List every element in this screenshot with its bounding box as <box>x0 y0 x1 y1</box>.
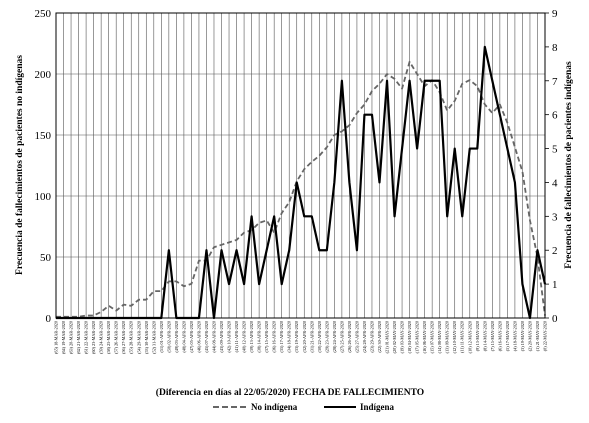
x-tick-label: (34) 18-APR-2020 <box>287 321 292 353</box>
x-tick-label: (27) 25-APR-2020 <box>339 321 344 353</box>
x-tick-label: (43) 09-APR-2020 <box>219 321 224 353</box>
x-tick-label: (18) 04-MAY-2020 <box>407 321 412 353</box>
x-tick-label: (20) 02-MAY-2020 <box>392 321 397 353</box>
y-left-tick-label: 150 <box>35 130 52 142</box>
x-tick-label: (24) 28-APR-2020 <box>362 321 367 353</box>
legend-label-no-indigena: No indígena <box>251 402 298 412</box>
x-tick-label: (0) 22-MAY-2020 <box>543 321 548 351</box>
x-tick-label: (17) 05-MAY-2020 <box>415 321 420 353</box>
y-axis-left-title: Frecuencia de fallecimientos de paciente… <box>15 55 25 275</box>
y-left-tick-label: 50 <box>40 252 52 264</box>
x-tick-label: (5) 17-MAY-2020 <box>505 321 510 351</box>
x-tick-label: (52) 31-MAR-2020 <box>151 321 156 354</box>
x-tick-label: (61) 22-MAR-2020 <box>84 321 89 354</box>
x-tick-label: (63) 20-MAR-2020 <box>69 321 74 354</box>
y-axis-right-ticks: 0 1 2 3 4 5 6 7 8 9 <box>545 8 558 325</box>
x-tick-label: (51) 01-APR-2020 <box>159 321 164 353</box>
x-tick-label: (60) 23-MAR-2020 <box>91 321 96 354</box>
x-tick-label: (31) 21-APR-2020 <box>309 321 314 353</box>
x-tick-label: (48) 04-APR-2020 <box>181 321 186 353</box>
x-tick-label: (64) 19-MAR-2020 <box>61 321 66 354</box>
x-tick-label: (58) 25-MAR-2020 <box>106 321 111 354</box>
x-tick-label: (45) 07-APR-2020 <box>204 321 209 353</box>
y-right-tick-label: 8 <box>552 42 558 54</box>
x-tick-label: (10) 12-MAY-2020 <box>467 321 472 353</box>
x-tick-label: (19) 03-MAY-2020 <box>400 321 405 353</box>
x-tick-label: (38) 14-APR-2020 <box>257 321 262 353</box>
x-tick-label: (12) 10-MAY-2020 <box>452 321 457 353</box>
x-tick-label: (46) 06-APR-2020 <box>196 321 201 353</box>
x-tick-label: (36) 16-APR-2020 <box>272 321 277 353</box>
x-tick-label: (56) 27-MAR-2020 <box>121 321 126 354</box>
x-tick-label: (14) 08-MAY-2020 <box>437 321 442 353</box>
y-right-tick-label: 1 <box>552 279 558 291</box>
y-left-tick-label: 100 <box>35 191 52 203</box>
x-tick-label: (16) 06-MAY-2020 <box>422 321 427 353</box>
x-tick-label: (42) 10-APR-2020 <box>227 321 232 353</box>
x-tick-label: (49) 03-APR-2020 <box>174 321 179 353</box>
x-tick-label: (29) 23-APR-2020 <box>324 321 329 353</box>
x-tick-label: (37) 15-APR-2020 <box>264 321 269 353</box>
x-tick-label: (25) 27-APR-2020 <box>354 321 359 353</box>
x-tick-label: (55) 28-MAR-2020 <box>129 321 134 354</box>
y-right-tick-label: 3 <box>552 211 558 223</box>
x-tick-label: (7) 15-MAY-2020 <box>490 321 495 351</box>
x-axis-ticks: (65) 18-MAR-2020 (64) 19-MAR-2020 (63) 20-… <box>54 321 548 354</box>
y-axis-left-ticks: 0 50 100 150 200 250 <box>35 8 52 325</box>
y-left-tick-label: 250 <box>35 8 52 20</box>
y-right-tick-label: 5 <box>552 144 558 156</box>
x-tick-label: (59) 24-MAR-2020 <box>99 321 104 354</box>
x-tick-label: (28) 24-APR-2020 <box>332 321 337 353</box>
x-tick-label: (33) 19-APR-2020 <box>294 321 299 353</box>
x-tick-label: (22) 30-APR-2020 <box>377 321 382 353</box>
x-tick-label: (15) 07-MAY-2020 <box>430 321 435 353</box>
y-right-tick-label: 4 <box>552 177 558 189</box>
y-left-tick-label: 0 <box>46 313 52 325</box>
x-axis-title: (Diferencia en días al 22/05/2020) FECHA… <box>156 387 424 398</box>
x-tick-label: (3) 19-MAY-2020 <box>520 321 525 351</box>
y-right-tick-label: 6 <box>552 110 558 122</box>
x-tick-label: (53) 30-MAR-2020 <box>144 321 149 354</box>
x-tick-label: (39) 13-APR-2020 <box>249 321 254 353</box>
y-right-tick-label: 2 <box>552 245 558 257</box>
x-tick-label: (21) 01-MAY-2020 <box>385 321 390 353</box>
x-tick-label: (65) 18-MAR-2020 <box>54 321 59 354</box>
x-tick-label: (32) 20-APR-2020 <box>302 321 307 353</box>
x-tick-label: (44) 08-APR-2020 <box>211 321 216 353</box>
x-tick-label: (30) 22-APR-2020 <box>317 321 322 353</box>
series-line-no-indigena <box>56 60 546 318</box>
x-tick-label: (8) 14-MAY-2020 <box>482 321 487 351</box>
x-tick-label: (6) 16-MAY-2020 <box>497 321 502 351</box>
y-right-tick-label: 0 <box>552 313 558 325</box>
x-tick-label: (13) 09-MAY-2020 <box>445 321 450 353</box>
x-tick-label: (11) 11-MAY-2020 <box>460 321 465 353</box>
y-left-tick-label: 200 <box>35 69 52 81</box>
y-axis-right-title: Frecuencia de fallecimientos de paciente… <box>564 61 574 269</box>
legend-label-indigena: Indígena <box>360 402 395 412</box>
y-right-tick-label: 9 <box>552 8 558 20</box>
x-tick-label: (41) 11-APR-2020 <box>234 321 239 352</box>
x-tick-label: (40) 12-APR-2020 <box>242 321 247 353</box>
x-tick-label: (62) 21-MAR-2020 <box>76 321 81 354</box>
x-tick-label: (23) 29-APR-2020 <box>369 321 374 353</box>
x-tick-label: (9) 13-MAY-2020 <box>475 321 480 351</box>
plot-area <box>55 12 546 319</box>
legend: No indígena Indígena <box>213 402 395 412</box>
x-tick-label: (54) 29-MAR-2020 <box>136 321 141 354</box>
y-right-tick-label: 7 <box>552 76 558 88</box>
x-tick-label: (57) 26-MAR-2020 <box>114 321 119 354</box>
x-tick-label: (4) 18-MAY-2020 <box>512 321 517 351</box>
x-tick-label: (50) 02-APR-2020 <box>166 321 171 353</box>
x-tick-label: (47) 05-APR-2020 <box>189 321 194 353</box>
x-tick-label: (1) 21-MAY-2020 <box>535 321 540 351</box>
x-tick-label: (2) 20-MAY-2020 <box>527 321 532 351</box>
x-tick-label: (35) 17-APR-2020 <box>279 321 284 353</box>
x-tick-label: (26) 26-APR-2020 <box>347 321 352 353</box>
